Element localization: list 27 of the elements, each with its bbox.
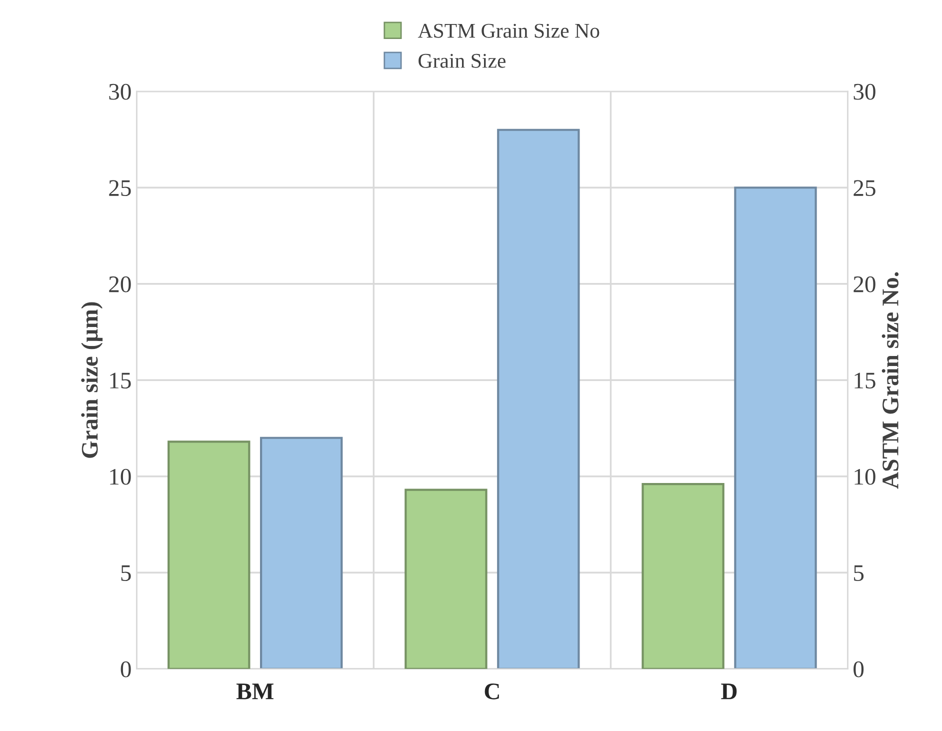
x-tick-label: C — [484, 684, 499, 700]
y-tick-label: 25 — [109, 180, 131, 196]
y-tick-label: 10 — [110, 468, 131, 485]
x-tick-label: D — [721, 684, 737, 700]
y-tick-label: 30 — [109, 84, 131, 100]
bar — [168, 440, 250, 669]
y2-tick-label: 15 — [854, 372, 876, 389]
y-tick-label: 0 — [120, 661, 131, 678]
y2-axis-title: ASTM Grain size No. — [882, 272, 899, 489]
y-axis-title: Grain size (µm) — [81, 302, 103, 458]
y-tick-label: 15 — [110, 372, 131, 389]
y-tick-label: 5 — [121, 565, 131, 582]
y2-tick-label: 10 — [854, 468, 876, 485]
bar — [497, 128, 580, 669]
y2-tick-label: 25 — [854, 180, 876, 196]
y2-tick-label: 30 — [854, 84, 876, 100]
y2-tick-label: 20 — [854, 276, 876, 292]
bar — [260, 436, 343, 669]
legend-label: ASTM Grain Size No — [418, 24, 600, 38]
x-tick-label: BM — [236, 684, 274, 700]
bar — [404, 488, 488, 669]
y-tick-label: 20 — [109, 276, 131, 292]
bar — [642, 483, 724, 669]
legend-label: Grain Size — [418, 54, 506, 68]
y2-tick-label: 0 — [854, 661, 864, 678]
y2-tick-label: 5 — [854, 565, 864, 582]
bar — [734, 186, 817, 669]
